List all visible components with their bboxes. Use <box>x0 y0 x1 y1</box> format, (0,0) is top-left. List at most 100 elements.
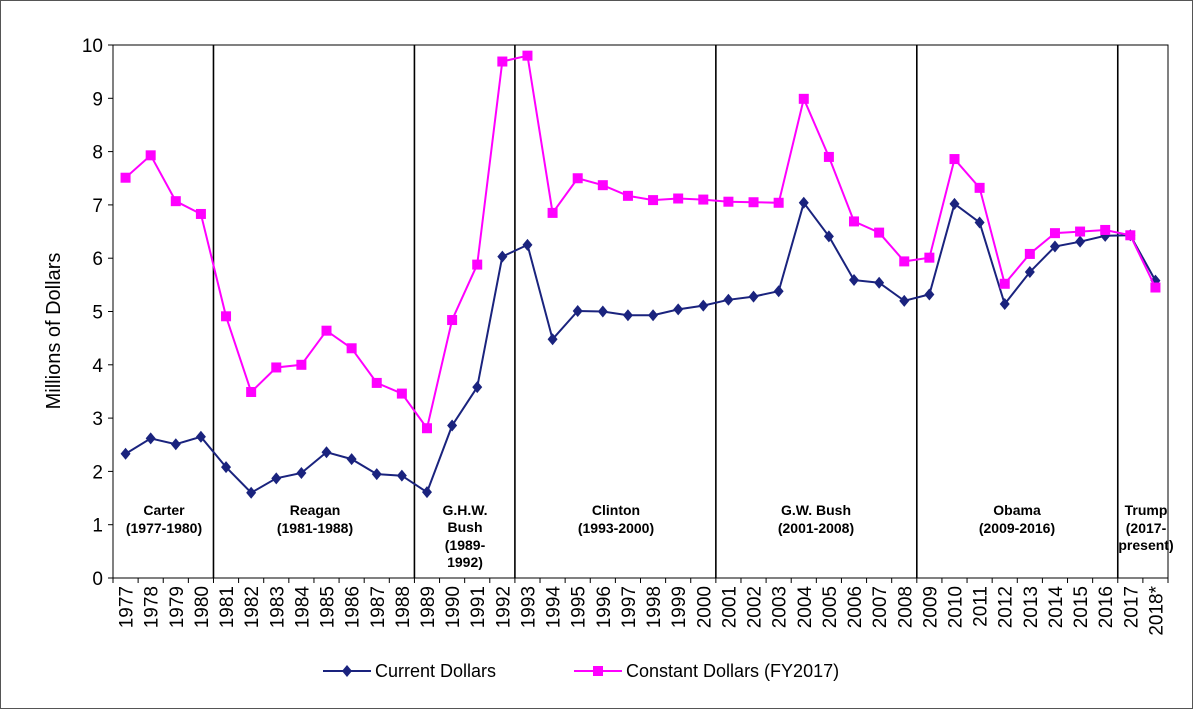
data-point <box>371 468 382 481</box>
x-tick-label: 2009 <box>920 586 941 628</box>
era-years: (1981-1988) <box>277 520 353 536</box>
data-point <box>648 195 659 206</box>
series-lines <box>120 50 1161 499</box>
era-labels: Carter (1977-1980) Reagan (1981-1988) G.H.W.… <box>126 502 1174 570</box>
data-point <box>874 227 885 238</box>
era-label: Trump (2017-present) <box>1118 502 1173 553</box>
era-name-line2: Bush <box>448 519 483 535</box>
x-tick-label: 1996 <box>594 586 615 628</box>
data-point <box>421 423 432 434</box>
data-point <box>421 486 432 499</box>
era-years: (2009-2016) <box>979 520 1055 536</box>
data-point <box>321 446 332 459</box>
y-tick-label: 8 <box>92 143 103 164</box>
x-tick-label: 2001 <box>719 586 740 628</box>
plot-border <box>112 44 1169 579</box>
data-point <box>221 311 232 322</box>
y-tick-label: 6 <box>92 249 103 270</box>
data-point <box>170 438 181 451</box>
data-point <box>974 216 985 229</box>
x-tick-label: 1980 <box>192 586 213 628</box>
data-point <box>924 288 935 301</box>
era-years: (1989- <box>445 537 486 553</box>
x-tick-label: 1985 <box>318 586 339 628</box>
data-point <box>1024 266 1035 279</box>
y-tick-label: 0 <box>92 569 103 590</box>
x-tick-label: 2015 <box>1071 586 1092 628</box>
x-tick-label: 2004 <box>795 586 816 629</box>
x-tick-label: 1988 <box>393 586 414 628</box>
data-point <box>472 259 483 270</box>
data-point <box>748 197 759 208</box>
x-tick-label: 1994 <box>544 586 565 629</box>
data-point <box>296 359 307 370</box>
data-point <box>221 461 232 474</box>
data-point <box>1024 248 1035 259</box>
x-tick-label: 1999 <box>669 586 690 628</box>
y-tick-label: 1 <box>92 516 103 537</box>
data-point <box>120 447 131 460</box>
x-tick-label: 2010 <box>945 586 966 628</box>
x-tick-label: 2013 <box>1021 586 1042 628</box>
x-tick-label: 1977 <box>117 586 138 628</box>
x-tick-label: 1984 <box>292 586 313 629</box>
data-point <box>396 388 407 399</box>
data-point <box>648 309 659 322</box>
data-point <box>547 333 558 346</box>
x-tick-label: 1997 <box>619 586 640 628</box>
data-point <box>195 430 206 443</box>
data-point <box>723 293 734 306</box>
y-axis-title: Millions of Dollars <box>43 253 65 410</box>
y-tick-label: 7 <box>92 196 103 217</box>
data-point <box>798 196 809 209</box>
era-dividers <box>212 45 1119 578</box>
data-point <box>673 193 684 204</box>
x-tick-label: 1982 <box>242 586 263 628</box>
era-years: (1993-2000) <box>578 520 654 536</box>
x-axis: 1977 1978 1979 1980 1981 1982 1983 1984 1985 1986… <box>112 578 1169 636</box>
data-point <box>999 298 1010 311</box>
data-point <box>798 93 809 104</box>
data-point <box>246 486 257 499</box>
y-tick-label: 10 <box>82 36 103 57</box>
data-point <box>924 252 935 263</box>
x-tick-label: 2008 <box>895 586 916 628</box>
data-point <box>974 182 985 193</box>
data-point <box>447 419 458 432</box>
data-point <box>246 386 257 397</box>
data-point <box>547 207 558 218</box>
legend-label: Constant Dollars (FY2017) <box>626 661 839 681</box>
era-label: Reagan (1981-1988) <box>277 502 353 536</box>
x-tick-label: 2017 <box>1121 586 1142 628</box>
y-tick-label: 4 <box>92 356 103 377</box>
data-point <box>849 274 860 287</box>
x-tick-label: 1989 <box>418 586 439 628</box>
era-name: Trump <box>1125 502 1168 518</box>
data-point <box>698 299 709 312</box>
era-name: G.H.W. <box>442 502 487 518</box>
data-point <box>145 432 156 445</box>
x-tick-label: 2016 <box>1096 586 1117 628</box>
data-point <box>170 196 181 207</box>
data-point <box>597 305 608 318</box>
legend-item: Current Dollars <box>323 661 496 681</box>
data-point <box>773 285 784 298</box>
data-point <box>522 238 533 251</box>
era-name: Reagan <box>290 502 341 518</box>
x-tick-label: 1986 <box>343 586 364 628</box>
y-tick-label: 5 <box>92 303 103 324</box>
era-label: G.H.W.Bush (1989-1992) <box>442 502 487 570</box>
era-name: G.W. Bush <box>781 502 851 518</box>
data-point <box>597 180 608 191</box>
x-tick-label: 2014 <box>1046 586 1067 629</box>
data-point <box>622 309 633 322</box>
data-point <box>622 190 633 201</box>
data-point <box>271 472 282 485</box>
data-point <box>145 150 156 161</box>
data-point <box>823 230 834 243</box>
data-point <box>949 154 960 165</box>
era-name: Clinton <box>592 502 640 518</box>
y-axis: 0 1 2 3 4 5 6 7 8 9 10 <box>82 36 113 590</box>
